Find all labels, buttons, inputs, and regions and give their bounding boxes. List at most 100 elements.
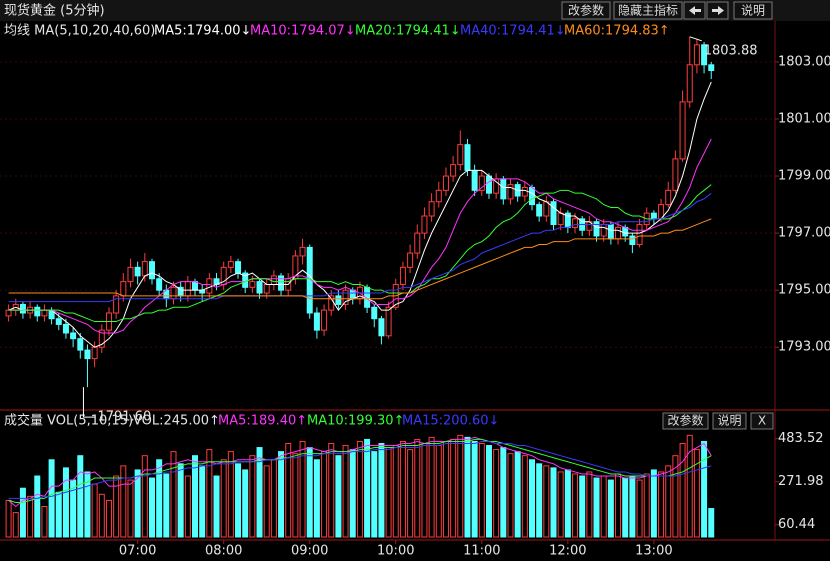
candle-body [507,184,514,200]
candle-body [636,224,643,246]
volume-bar [399,440,406,538]
legend-entry: VOL:245.00↑ [133,414,220,429]
x-tick-label: 07:00 [119,544,156,559]
y-tick-label: 1795.00 [778,283,830,298]
button-label[interactable]: X [758,414,766,428]
candle-body [141,261,148,277]
volume-bar [84,471,91,538]
candle-body [464,144,471,171]
legend-entry: MA10:1794.07↓ [250,24,356,39]
x-tick-label: 13:00 [635,544,672,559]
button[interactable]: 说明 [712,412,747,430]
x-tick-label: 12:00 [549,544,586,559]
candle-body [485,175,492,194]
x-tick-label: 08:00 [205,544,242,559]
volume-bar [342,445,349,538]
volume-bar [242,469,249,538]
candle-body [371,306,378,320]
candle-body [686,64,693,103]
volume-bar [557,471,564,538]
volume-bar [62,467,69,538]
button[interactable]: 改参数 [662,412,709,430]
x-tick-label: 10:00 [377,544,414,559]
candle-body [650,212,657,220]
candle-body [256,281,263,294]
volume-bar [543,465,550,538]
button[interactable]: 说明 [733,1,773,20]
volume-bar [371,451,378,538]
button[interactable]: 改参数 [561,1,611,20]
volume-bar [600,475,607,538]
volume-bar [701,440,708,538]
volume-bar [579,475,586,538]
legend-entry: MA5:1794.00↓ [154,24,251,39]
volume-bar [313,459,320,538]
candle-body [278,275,285,291]
volume-bar [407,449,414,538]
candle-body [701,44,708,66]
volume-bar [335,455,342,538]
volume-bar [364,438,371,538]
vol-ma-line [8,436,712,508]
arrow-right-button[interactable] [706,1,729,20]
volume-bar [170,451,177,538]
volume-bar [643,473,650,538]
candle-body [543,201,550,217]
candle-body [91,346,98,360]
candle-body [521,186,528,197]
candle-body [299,246,306,257]
candle-body [148,261,155,280]
candle-body [378,318,385,337]
volume-bar [572,473,579,538]
candle-body [62,323,69,334]
candle-body [471,169,478,191]
candle-body [113,295,120,314]
candle-body [457,144,464,166]
volume-bar [564,469,571,538]
volume-bar [708,508,715,538]
volume-bar [521,455,528,538]
candle-body [622,226,629,237]
volume-bar [156,459,163,538]
volume-bar [141,455,148,538]
volume-bar [55,491,62,538]
volume-bar [113,475,120,538]
button-label[interactable]: 说明 [717,413,741,428]
button[interactable]: 隐藏主指标 [613,1,683,20]
button-label[interactable]: 隐藏主指标 [618,3,678,18]
volume-bar [378,442,385,538]
vol-ma-line [8,440,712,499]
candle-body [227,261,234,268]
volume-bar [615,473,622,538]
volume-bar [285,442,292,538]
y-tick-label: 1793.00 [778,340,830,355]
high-marker [689,36,702,42]
candle-body [385,306,392,337]
volume-bar [177,463,184,538]
candle-body [665,189,672,206]
volume-bar [435,445,442,538]
button-label[interactable]: 改参数 [568,3,604,18]
indicator-label: 均线 MA(5,10,20,40,60) [4,24,155,39]
volume-bar [328,442,335,538]
y-tick-label: 271.98 [778,474,824,489]
candle-body [156,278,163,291]
low-marker [82,387,96,418]
volume-bar [428,436,435,538]
candle-body [263,283,270,294]
volume-bar [306,447,313,538]
low-label: 1791.60 [97,410,151,425]
volume-bar [457,434,464,538]
button-label[interactable]: 说明 [741,3,765,18]
candle-body [127,266,134,283]
volume-bar [414,438,421,538]
candle-body [450,164,457,177]
candle-body [629,235,636,246]
volume-bar [507,453,514,538]
candle-body [77,338,84,351]
button-label[interactable]: 改参数 [667,413,703,428]
button[interactable]: X [750,412,774,430]
candle-body [478,175,485,191]
candle-body [421,215,428,234]
arrow-left-button[interactable] [683,1,706,20]
